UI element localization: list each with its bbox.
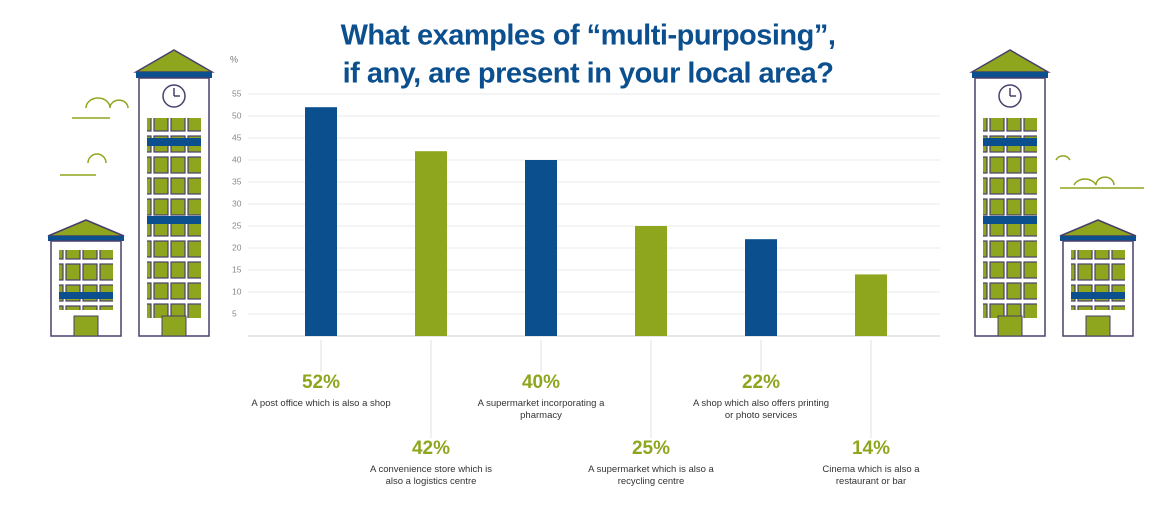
category-label: A shop which also offers printing or pho… [692, 398, 830, 421]
value-label: 22% [741, 372, 781, 393]
value-label: 42% [411, 438, 451, 459]
data-label-group: 22% A shop which also offers printing or … [676, 372, 846, 422]
y-tick-label: 20 [232, 242, 242, 252]
cloud-decoration [60, 97, 1144, 189]
value-label: 52% [301, 372, 341, 393]
bar [635, 226, 667, 336]
y-tick-label: 30 [232, 198, 242, 208]
value-label: 40% [521, 372, 561, 393]
category-label: A supermarket which is also a recycling … [588, 464, 714, 487]
y-tick-label: 5 [232, 308, 237, 318]
y-tick-label: 25 [232, 220, 242, 230]
category-label: A convenience store which is also a logi… [370, 464, 492, 487]
building-illustration [47, 219, 125, 337]
value-label: 25% [631, 438, 671, 459]
bar [525, 160, 557, 336]
category-label: A supermarket incorporating a pharmacy [477, 398, 605, 421]
value-label: 14% [851, 438, 891, 459]
y-axis-label: % [230, 54, 238, 64]
building-illustration [135, 49, 213, 337]
building-illustration [971, 49, 1049, 337]
chart-title: if any, are present in your local area? [343, 58, 834, 90]
bar [415, 151, 447, 336]
data-label-group: 52% A post office which is also a shop [236, 372, 406, 410]
chart-title: What examples of “multi-purposing”, [341, 20, 836, 52]
data-label-group: 40% A supermarket incorporating a pharmac… [456, 372, 626, 422]
building-illustration [1059, 219, 1137, 337]
y-tick-label: 10 [232, 286, 242, 296]
y-tick-label: 55 [232, 88, 242, 98]
data-label-group: 25% A supermarket which is also a recycli… [566, 438, 736, 488]
y-tick-label: 40 [232, 154, 242, 164]
bar [745, 239, 777, 336]
data-label-group: 14% Cinema which is also a restaurant or … [786, 438, 956, 488]
y-tick-label: 45 [232, 132, 242, 142]
y-tick-label: 35 [232, 176, 242, 186]
category-label: Cinema which is also a restaurant or bar [822, 464, 920, 487]
bar [855, 274, 887, 336]
category-label: A post office which is also a shop [251, 398, 391, 409]
bar [305, 107, 337, 336]
y-tick-label: 50 [232, 110, 242, 120]
data-label-group: 42% A convenience store which is also a l… [346, 438, 516, 488]
y-tick-label: 15 [232, 264, 242, 274]
